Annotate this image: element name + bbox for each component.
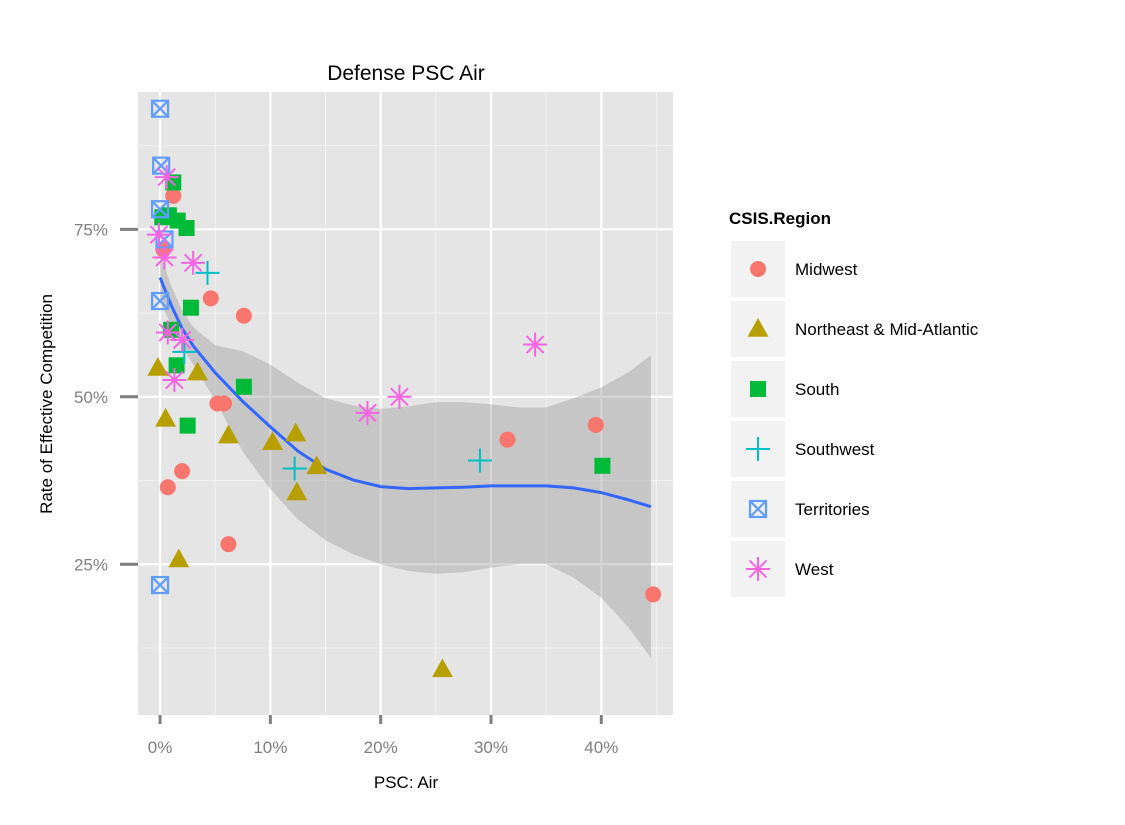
point-west: [523, 332, 548, 357]
legend-symbol: [748, 499, 768, 519]
point-west: [170, 327, 195, 352]
point-midwest: [235, 307, 252, 324]
x-tick-label: 40%: [584, 738, 618, 757]
legend-symbol: [746, 557, 770, 581]
y-tick-label: 50%: [74, 388, 108, 407]
legend-label: Northeast & Mid-Atlantic: [795, 320, 979, 339]
point-midwest: [174, 463, 191, 480]
point-south: [594, 457, 611, 474]
point-northeast-mid-atlantic: [285, 422, 307, 442]
point-midwest: [202, 290, 219, 307]
point-midwest: [587, 416, 604, 433]
legend-label: South: [795, 380, 839, 399]
y-tick-label: 75%: [74, 220, 108, 239]
point-territories: [150, 200, 170, 219]
point-west: [181, 250, 206, 275]
x-axis-title: PSC: Air: [374, 773, 439, 792]
legend-symbol: [746, 437, 770, 461]
y-axis: 25% 50% 75%: [74, 220, 138, 574]
chart-title: Defense PSC Air: [327, 62, 485, 85]
point-south: [178, 219, 195, 236]
point-northeast-mid-atlantic: [306, 455, 328, 475]
point-midwest: [159, 479, 176, 496]
legend-symbol: [747, 318, 769, 337]
point-northeast-mid-atlantic: [432, 658, 453, 678]
minor-gridlines: [138, 92, 673, 715]
point-territories: [150, 575, 170, 595]
y-axis-title: Rate of Effective Competition: [37, 294, 56, 514]
point-south: [179, 417, 196, 434]
legend-label: Southwest: [795, 440, 875, 459]
point-northeast-mid-atlantic: [155, 407, 177, 427]
point-south: [235, 378, 252, 395]
legend: CSIS.Region Midwest Northeast & Mid-Atlan…: [729, 209, 979, 597]
data-points: [146, 99, 662, 678]
point-west: [355, 400, 380, 425]
point-northeast-mid-atlantic: [187, 361, 209, 381]
point-southwest: [282, 456, 307, 481]
x-tick-label: 30%: [474, 738, 508, 757]
point-southwest: [172, 339, 197, 364]
legend-label: West: [795, 560, 834, 579]
point-west: [154, 165, 179, 190]
point-west: [387, 384, 412, 409]
x-tick-label: 20%: [364, 738, 398, 757]
point-northeast-mid-atlantic: [147, 356, 169, 376]
point-northeast-mid-atlantic: [168, 548, 190, 568]
point-south: [168, 357, 185, 374]
point-midwest: [165, 187, 182, 204]
point-northeast-mid-atlantic: [286, 481, 308, 501]
point-midwest: [499, 431, 516, 448]
point-midwest: [216, 395, 233, 412]
legend-title: CSIS.Region: [729, 209, 831, 228]
x-axis: 0% 10% 20% 30% 40%: [148, 715, 618, 757]
x-tick-label: 10%: [253, 738, 287, 757]
x-tick-label: 0%: [148, 738, 173, 757]
point-west: [146, 222, 171, 247]
point-midwest: [645, 586, 662, 603]
point-territories: [150, 99, 170, 118]
point-territories: [150, 291, 170, 311]
confidence-ribbon: [160, 253, 651, 659]
smooth-line: [158, 277, 652, 509]
legend-symbol: [750, 261, 766, 277]
smooth-fit: [158, 253, 652, 659]
point-midwest: [220, 536, 237, 553]
point-southwest: [195, 260, 220, 285]
point-west: [155, 320, 180, 345]
point-southwest: [467, 448, 492, 473]
legend-label: Midwest: [795, 260, 858, 279]
point-northeast-mid-atlantic: [262, 431, 284, 451]
point-south: [182, 299, 199, 316]
point-west: [152, 245, 177, 270]
point-west: [162, 368, 187, 393]
legend-symbol: [750, 381, 766, 397]
point-northeast-mid-atlantic: [218, 424, 239, 444]
y-tick-label: 25%: [74, 555, 108, 574]
legend-label: Territories: [795, 500, 870, 519]
